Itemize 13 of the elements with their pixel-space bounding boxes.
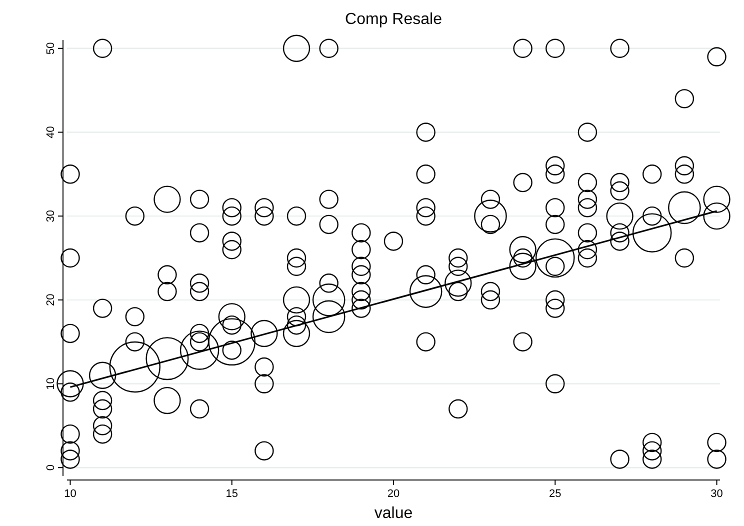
- chart-title: Comp Resale: [345, 11, 442, 28]
- x-tick-label: 30: [710, 488, 723, 500]
- y-tick-label: 20: [45, 294, 57, 306]
- x-tick-label: 10: [64, 488, 76, 500]
- y-tick-label: 10: [45, 378, 57, 390]
- x-tick-label: 20: [387, 488, 400, 500]
- x-axis-title: value: [374, 505, 413, 522]
- x-tick-label: 25: [549, 488, 562, 500]
- y-tick-label: 30: [45, 210, 57, 222]
- y-tick-label: 40: [45, 126, 57, 138]
- y-tick-label: 0: [45, 464, 57, 471]
- y-tick-label: 50: [45, 42, 57, 55]
- x-tick-label: 15: [226, 488, 238, 500]
